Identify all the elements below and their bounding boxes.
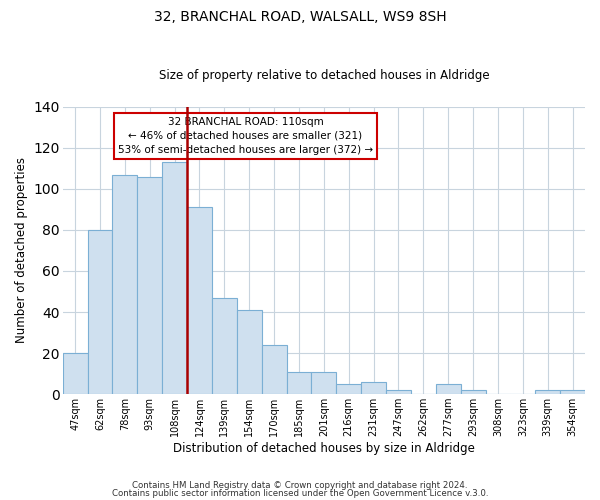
Y-axis label: Number of detached properties: Number of detached properties xyxy=(15,158,28,344)
Text: 32 BRANCHAL ROAD: 110sqm
← 46% of detached houses are smaller (321)
53% of semi-: 32 BRANCHAL ROAD: 110sqm ← 46% of detach… xyxy=(118,117,373,155)
Bar xyxy=(212,298,237,394)
Bar xyxy=(361,382,386,394)
Bar xyxy=(262,345,287,394)
Bar xyxy=(88,230,112,394)
Text: 32, BRANCHAL ROAD, WALSALL, WS9 8SH: 32, BRANCHAL ROAD, WALSALL, WS9 8SH xyxy=(154,10,446,24)
Bar xyxy=(112,174,137,394)
Bar xyxy=(461,390,485,394)
Text: Contains HM Land Registry data © Crown copyright and database right 2024.: Contains HM Land Registry data © Crown c… xyxy=(132,481,468,490)
Bar xyxy=(386,390,411,394)
Bar xyxy=(287,372,311,394)
Bar xyxy=(187,208,212,394)
Bar xyxy=(560,390,585,394)
Bar xyxy=(336,384,361,394)
Bar xyxy=(162,162,187,394)
Bar xyxy=(63,353,88,394)
Bar xyxy=(436,384,461,394)
Bar xyxy=(311,372,336,394)
X-axis label: Distribution of detached houses by size in Aldridge: Distribution of detached houses by size … xyxy=(173,442,475,455)
Text: Contains public sector information licensed under the Open Government Licence v.: Contains public sector information licen… xyxy=(112,488,488,498)
Bar xyxy=(535,390,560,394)
Title: Size of property relative to detached houses in Aldridge: Size of property relative to detached ho… xyxy=(158,69,489,82)
Bar xyxy=(137,176,162,394)
Bar xyxy=(237,310,262,394)
